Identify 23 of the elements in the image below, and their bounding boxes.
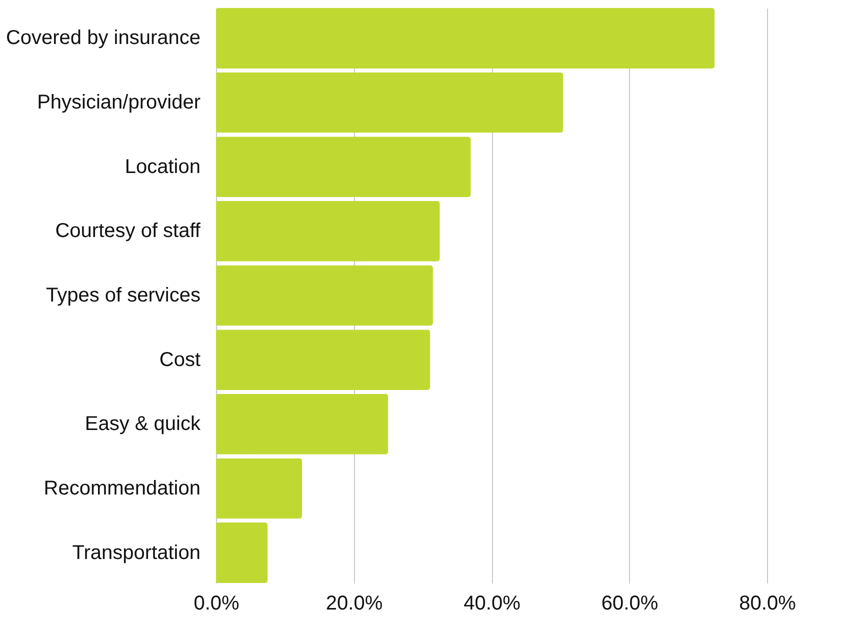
y-tick-label: Covered by insurance	[6, 27, 200, 50]
x-tick-label: 20.0%	[326, 592, 383, 614]
y-tick-label: Courtesy of staff	[55, 220, 201, 242]
bar	[216, 330, 430, 390]
y-tick-label: Cost	[159, 348, 201, 371]
y-tick-label: Recommendation	[44, 477, 200, 500]
x-tick-label: 40.0%	[464, 592, 521, 614]
bar	[216, 458, 302, 519]
bar	[216, 265, 433, 326]
bar	[216, 8, 715, 68]
y-tick-label: Types of services	[46, 284, 200, 306]
bar	[216, 136, 471, 198]
y-tick-label: Easy & quick	[84, 413, 202, 436]
x-tick-label: 80.0%	[739, 592, 796, 614]
x-tick-label: 60.0%	[601, 592, 658, 614]
x-tick-label: 0.0%	[194, 592, 240, 614]
bar	[216, 522, 268, 583]
bar	[216, 394, 388, 454]
bar	[216, 72, 564, 133]
y-tick-label: Location	[124, 156, 200, 178]
y-tick-label: Physician/provider	[37, 92, 201, 114]
y-tick-label: Transportation	[72, 542, 200, 564]
bar	[216, 200, 440, 262]
